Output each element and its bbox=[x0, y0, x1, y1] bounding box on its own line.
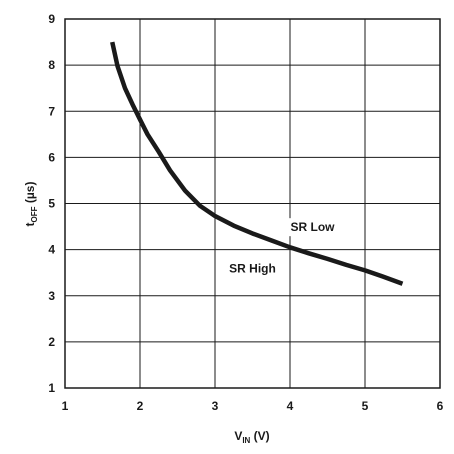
x-tick-label: 6 bbox=[437, 399, 444, 413]
y-tick-label: 1 bbox=[48, 381, 55, 395]
y-axis-title-sub: OFF bbox=[30, 206, 39, 222]
y-axis-title: tOFF (µs) bbox=[23, 182, 39, 227]
annotations: SR Low SR High bbox=[225, 218, 340, 278]
x-tick-label: 4 bbox=[287, 399, 294, 413]
y-tick-label: 9 bbox=[48, 12, 55, 26]
plot-border bbox=[64, 18, 441, 389]
x-axis-title: VIN (V) bbox=[234, 429, 269, 445]
annotation-label: SR High bbox=[229, 262, 276, 276]
x-axis-title-sub: IN bbox=[242, 436, 250, 445]
x-tick-label: 5 bbox=[362, 399, 369, 413]
annotation-label: SR Low bbox=[291, 220, 336, 234]
annotation-background bbox=[225, 259, 280, 278]
y-axis-title-unit: (µs) bbox=[23, 182, 37, 207]
x-tick-label: 1 bbox=[62, 399, 69, 413]
plot-frame bbox=[64, 18, 441, 389]
tick-labels: 1 2 3 4 5 6 1 2 3 4 5 6 7 8 9 bbox=[48, 12, 443, 413]
y-tick-label: 4 bbox=[48, 243, 55, 257]
y-tick-label: 7 bbox=[48, 104, 55, 118]
x-axis-title-main: V bbox=[234, 429, 242, 443]
annotation-background bbox=[286, 218, 340, 237]
x-tick-label: 3 bbox=[212, 399, 219, 413]
y-tick-label: 8 bbox=[48, 58, 55, 72]
grid bbox=[65, 19, 440, 388]
x-axis-title-unit: (V) bbox=[250, 429, 269, 443]
y-tick-label: 3 bbox=[48, 289, 55, 303]
y-tick-label: 5 bbox=[48, 197, 55, 211]
series-line bbox=[110, 41, 404, 286]
series-layer bbox=[110, 41, 404, 286]
x-tick-label: 2 bbox=[137, 399, 144, 413]
y-tick-label: 6 bbox=[48, 150, 55, 164]
y-axis-title-main: t bbox=[23, 222, 37, 226]
y-tick-label: 2 bbox=[48, 335, 55, 349]
